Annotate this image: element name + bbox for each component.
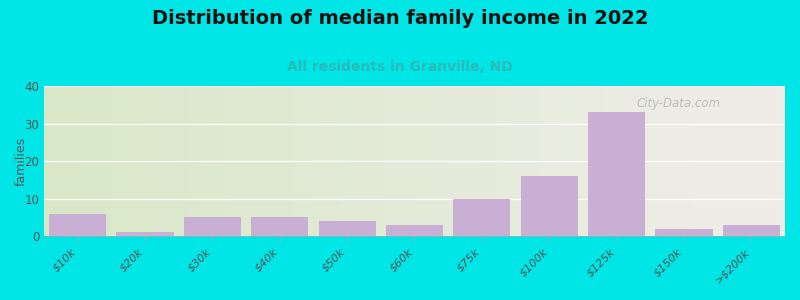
Text: Distribution of median family income in 2022: Distribution of median family income in … [152, 9, 648, 28]
Bar [386, 225, 443, 236]
Bar [588, 112, 646, 236]
Y-axis label: families: families [15, 136, 28, 186]
Bar [655, 229, 713, 236]
Bar [722, 225, 780, 236]
Bar [117, 232, 174, 236]
Bar [318, 221, 376, 236]
Bar [49, 214, 106, 236]
Bar [251, 218, 309, 236]
Text: All residents in Granville, ND: All residents in Granville, ND [287, 60, 513, 74]
Bar [521, 176, 578, 236]
Bar [454, 199, 510, 236]
Bar [184, 218, 241, 236]
Text: City-Data.com: City-Data.com [637, 97, 721, 110]
